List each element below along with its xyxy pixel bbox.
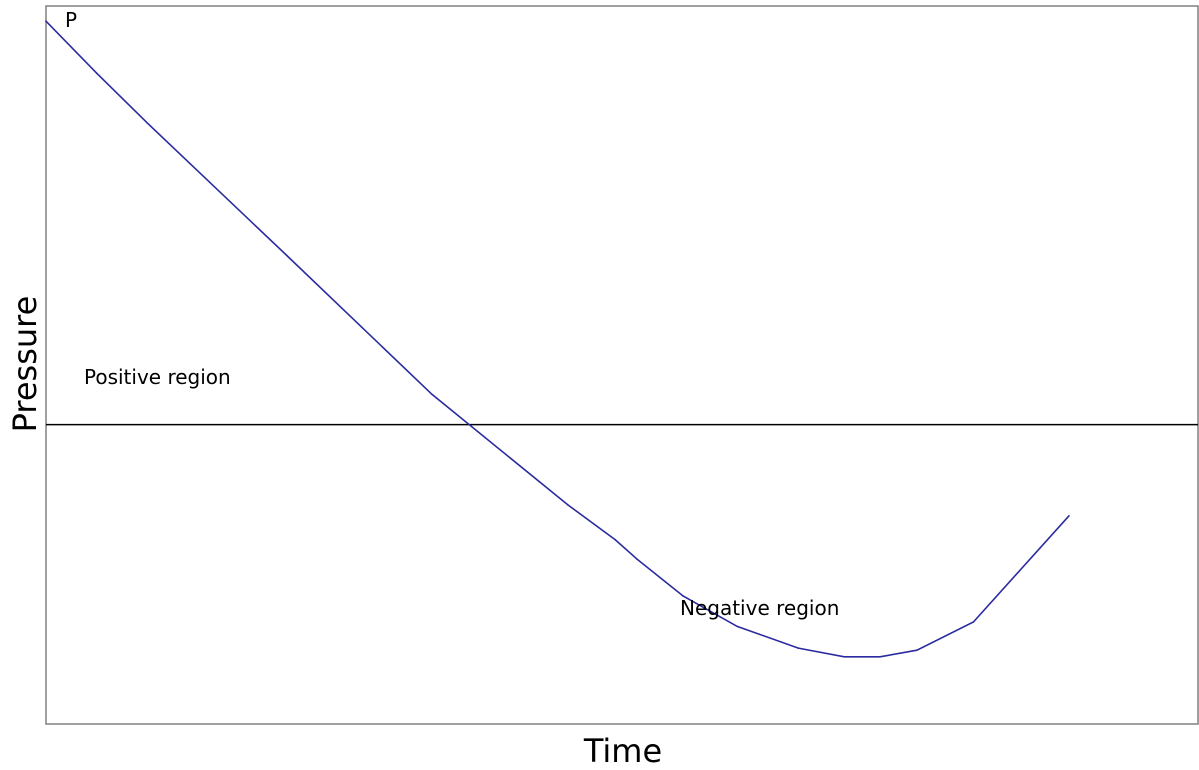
curve-point-7 (636, 558, 638, 560)
curve-point-0 (45, 20, 47, 22)
curve-point-14 (972, 621, 975, 623)
curve-points (45, 20, 1070, 658)
curve-point-4 (431, 393, 433, 396)
curve-point-12 (879, 655, 881, 658)
curve-point-9 (736, 625, 738, 628)
peak-pressure-label: P (65, 8, 77, 32)
curve-point-10 (797, 647, 800, 649)
curve-point-13 (916, 649, 918, 652)
positive-region-label: Positive region (84, 365, 231, 389)
curve-point-2 (146, 122, 149, 124)
curve-point-1 (95, 72, 98, 75)
y-axis-title: Pressure (6, 296, 44, 433)
curve-point-5 (567, 504, 569, 506)
curve-point-3 (285, 254, 288, 257)
x-axis-title: Time (583, 732, 662, 770)
pressure-curve (45, 20, 1070, 658)
plot-frame (45, 5, 1199, 725)
curve-point-8 (682, 595, 684, 597)
curve-point-6 (614, 538, 616, 541)
negative-region-label: Negative region (680, 596, 839, 620)
curve-point-15 (1068, 514, 1070, 517)
curve-point-11 (843, 655, 846, 658)
